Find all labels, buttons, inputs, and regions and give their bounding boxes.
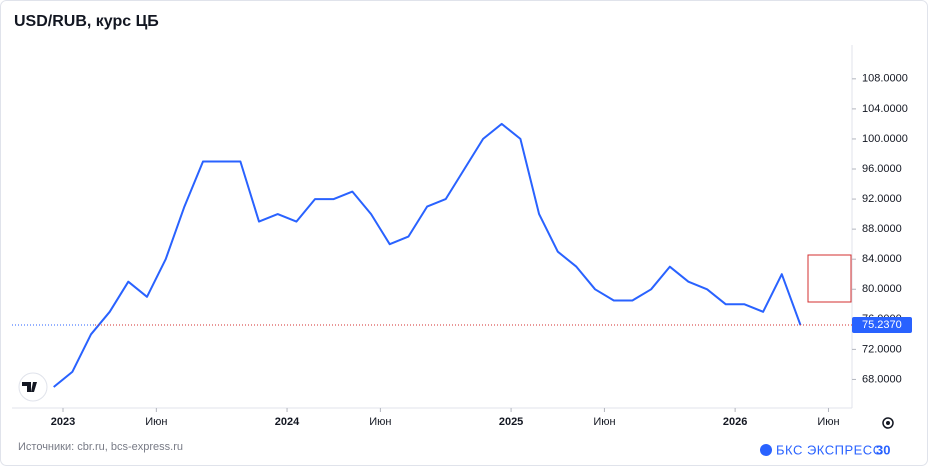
- last-price-tag: [852, 317, 912, 334]
- brand: БКС ЭКСПРЕСС: [776, 442, 883, 457]
- x-tick-label: Июн: [817, 416, 839, 428]
- y-tick-label: 80.0000: [862, 283, 902, 295]
- brand-icon: [760, 444, 772, 456]
- source: Источники: cbr.ru, bcs-express.ru: [18, 441, 183, 453]
- x-tick-label: 2025: [499, 416, 523, 428]
- settings-icon[interactable]: [882, 417, 894, 429]
- x-tick-label: 2023: [51, 416, 75, 428]
- y-tick-label: 72.0000: [862, 343, 902, 355]
- y-tick-label: 100.0000: [862, 133, 908, 145]
- y-tick-label: 88.0000: [862, 223, 902, 235]
- last-price-label: 75.2370: [862, 319, 902, 331]
- y-tick-label: 84.0000: [862, 253, 902, 265]
- y-tick-label: 92.0000: [862, 193, 902, 205]
- price-line: [53, 122, 802, 388]
- x-tick-label: 2026: [723, 416, 747, 428]
- x-tick-label: 2024: [275, 416, 300, 428]
- y-tick-label: 104.0000: [862, 103, 908, 115]
- y-tick-label: 68.0000: [862, 373, 902, 385]
- x-tick-label: Июн: [593, 416, 615, 428]
- highlight-box: [807, 254, 852, 303]
- chart-title: USD/RUB, курс ЦБ: [14, 13, 159, 30]
- y-tick-label: 96.0000: [862, 163, 902, 175]
- brand-badge: 30: [876, 442, 890, 457]
- x-tick-label: Июн: [369, 416, 391, 428]
- x-tick-label: Июн: [145, 416, 167, 428]
- tv-logo: [18, 372, 48, 402]
- y-tick-label: 108.0000: [862, 73, 908, 85]
